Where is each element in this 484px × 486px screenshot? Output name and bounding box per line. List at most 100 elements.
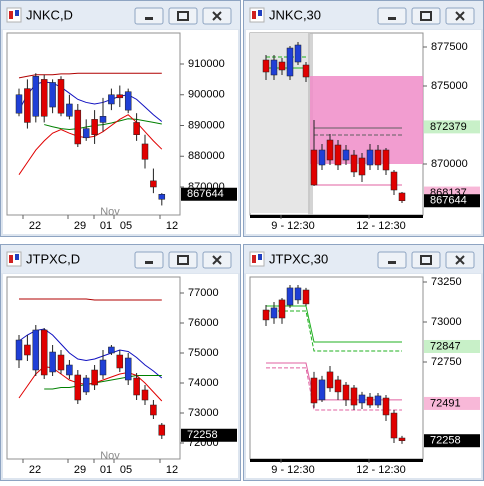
x-tick-label: 9 - 12:30 xyxy=(271,464,314,476)
y-tick-label: 890000 xyxy=(188,119,225,131)
candle-body xyxy=(40,329,48,376)
button-face xyxy=(411,251,441,269)
minimize-button[interactable] xyxy=(134,7,164,25)
candle-body xyxy=(133,377,140,396)
title-bar xyxy=(1,1,240,29)
close-button[interactable] xyxy=(202,7,232,25)
candle-body xyxy=(66,103,73,117)
window-title: JNKC,D xyxy=(26,7,73,22)
y-tick-label: 76000 xyxy=(188,317,219,329)
x-month-label: Nov xyxy=(100,206,120,218)
chart-window: JTPXC,30 73250 73000 72750 9 - 12:30 12 - 12:… xyxy=(243,244,484,481)
price-label: 867644 xyxy=(430,195,467,207)
minimize-button[interactable] xyxy=(377,251,407,269)
window-icon xyxy=(249,251,265,267)
x-tick-label: 12 xyxy=(166,220,178,232)
y-tick-label: 75000 xyxy=(188,347,219,359)
price-label: 72847 xyxy=(430,340,461,352)
y-tick-label: 870000 xyxy=(431,158,468,170)
x-tick-label: 12 - 12:30 xyxy=(356,464,406,476)
close-button[interactable] xyxy=(445,251,475,269)
candle-body xyxy=(318,379,326,401)
candle-body xyxy=(294,287,302,301)
plot-layer xyxy=(262,285,406,444)
y-tick-label: 77000 xyxy=(188,287,219,299)
close-button[interactable] xyxy=(445,7,475,25)
button-glyph xyxy=(145,261,153,264)
candle-body xyxy=(358,157,366,176)
candle-body xyxy=(262,309,270,321)
button-glyph xyxy=(455,11,465,21)
candle-body xyxy=(294,44,302,63)
price-label: 867644 xyxy=(187,188,224,200)
icon-part xyxy=(252,11,256,19)
button-glyph xyxy=(455,255,465,265)
x-tick-label: 12 xyxy=(166,464,178,476)
button-glyph xyxy=(420,11,432,21)
candle-body xyxy=(390,412,398,439)
chart-window: JTPXC,D770007600075000740007300072000Nov… xyxy=(0,244,241,481)
candle-body xyxy=(116,354,124,369)
candle-body xyxy=(262,59,270,73)
window-icon xyxy=(6,7,22,23)
candle-body xyxy=(366,149,374,166)
candle-body xyxy=(99,116,107,123)
candle-body xyxy=(366,396,374,406)
button-glyph xyxy=(212,255,222,265)
icon-part xyxy=(258,10,262,16)
candle-body xyxy=(40,79,48,117)
y-tick-label: 877500 xyxy=(431,41,468,53)
y-tick-label: 74000 xyxy=(188,377,219,389)
candle-body xyxy=(334,379,342,393)
candle-body xyxy=(302,289,310,305)
plot-layer xyxy=(250,33,423,215)
candle-body xyxy=(270,59,278,76)
maximize-button[interactable] xyxy=(168,7,198,25)
candle-body xyxy=(99,359,107,376)
candle-body xyxy=(141,143,149,160)
title-bar xyxy=(244,1,483,29)
candle-body xyxy=(124,357,132,381)
candle-body xyxy=(15,339,23,361)
close-button[interactable] xyxy=(202,251,232,269)
title-bar xyxy=(244,245,483,273)
plot-layer xyxy=(15,298,166,440)
window-icon xyxy=(249,7,265,23)
x-tick-label: 22 xyxy=(29,464,41,476)
candle-body xyxy=(382,397,390,416)
window-title: JNKC,30 xyxy=(269,7,321,22)
x-tick-label: 29 xyxy=(74,464,86,476)
maximize-button[interactable] xyxy=(411,251,441,269)
candle-body xyxy=(57,354,65,371)
y-tick-label: 73250 xyxy=(431,276,462,288)
title-bar xyxy=(1,245,240,273)
button-glyph xyxy=(420,255,432,265)
candle-body xyxy=(382,149,390,171)
minimize-button[interactable] xyxy=(134,251,164,269)
candle-body xyxy=(334,144,342,166)
y-tick-label: 73000 xyxy=(431,316,462,328)
candle-body xyxy=(398,192,406,202)
maximize-button[interactable] xyxy=(411,7,441,25)
candle-body xyxy=(108,94,115,105)
price-label: 872379 xyxy=(430,121,467,133)
x-tick-label: 05 xyxy=(120,464,132,476)
indicator-line xyxy=(266,305,402,343)
x-month-label: Nov xyxy=(100,450,120,462)
candle-body xyxy=(358,394,366,404)
maximize-button[interactable] xyxy=(168,251,198,269)
chart-window: JNKC,30 877500 875000 870000 9 - 12:30 12 - 1… xyxy=(243,0,484,237)
candle-body xyxy=(350,154,358,173)
y-tick-label: 72750 xyxy=(431,356,462,368)
chart-window: JNKC,D910000900000890000880000870000Nov2… xyxy=(0,0,241,237)
price-label: 72258 xyxy=(187,429,218,441)
candle-body xyxy=(91,119,98,135)
button-face xyxy=(377,7,407,25)
candle-body xyxy=(57,79,65,114)
candle-body xyxy=(141,389,149,401)
icon-part xyxy=(15,254,19,260)
button-glyph xyxy=(388,17,396,20)
candle-body xyxy=(74,374,82,401)
minimize-button[interactable] xyxy=(377,7,407,25)
button-glyph xyxy=(177,255,189,265)
